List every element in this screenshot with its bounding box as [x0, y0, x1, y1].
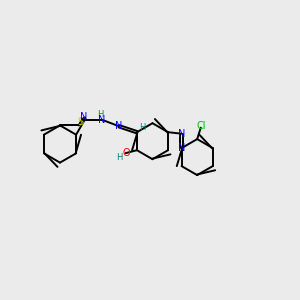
Text: H: H: [97, 110, 103, 119]
Text: Cl: Cl: [196, 121, 206, 131]
Text: N: N: [115, 121, 122, 131]
Text: N: N: [178, 129, 185, 139]
Text: H: H: [139, 123, 145, 132]
Text: O: O: [122, 148, 130, 158]
Text: N: N: [80, 112, 88, 122]
Text: N: N: [98, 115, 105, 124]
Text: S: S: [77, 117, 83, 128]
Text: N: N: [178, 143, 185, 153]
Text: H: H: [116, 153, 122, 162]
